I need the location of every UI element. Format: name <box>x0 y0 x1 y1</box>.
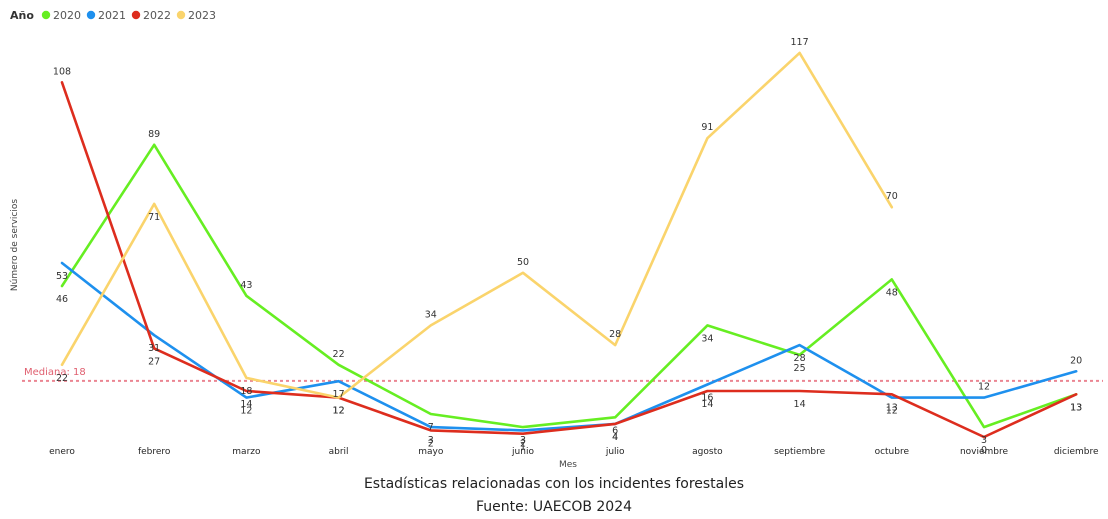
x-tick-noviembre: noviembre <box>960 447 1009 457</box>
data-label-2021-julio: 4 <box>612 432 618 443</box>
x-tick-enero: enero <box>49 447 75 457</box>
chart-caption-source: Fuente: UAECOB 2024 <box>475 499 633 515</box>
data-label-2022-mayo: 2 <box>428 438 434 449</box>
data-label-2021-octubre: 12 <box>886 406 898 417</box>
data-label-2023-julio: 28 <box>609 329 621 340</box>
data-label-2021-junio: 2 <box>520 438 526 449</box>
x-tick-agosto: agosto <box>692 447 723 457</box>
data-label-2021-abril: 17 <box>333 389 345 400</box>
series-line-2022 <box>60 81 1078 439</box>
data-label-2020-junio: 3 <box>520 435 526 446</box>
data-label-2020-noviembre: 3 <box>981 435 987 446</box>
data-label-2021-febrero: 31 <box>148 343 160 354</box>
data-label-2023-agosto: 91 <box>701 122 713 133</box>
data-label-2022-febrero: 27 <box>148 356 160 367</box>
data-label-2022-junio: 1 <box>520 442 526 453</box>
legend-swatch-2022 <box>131 10 141 20</box>
chart-caption-title: Estadísticas relacionadas con los incide… <box>363 476 745 492</box>
data-label-2022-agosto: 14 <box>701 399 713 410</box>
legend-swatch-2023 <box>176 10 186 20</box>
series-line-2021 <box>60 261 1078 432</box>
median-label: Mediana: 18 <box>24 367 86 378</box>
data-label-2022-julio: 4 <box>612 432 618 443</box>
data-label-2022-diciembre: 13 <box>1070 402 1082 413</box>
data-label-2020-abril: 22 <box>333 349 345 360</box>
data-label-2020-mayo: 7 <box>428 422 434 433</box>
legend-label-2023: 2023 <box>188 9 216 22</box>
legend-label-2022: 2022 <box>143 9 171 22</box>
data-label-2023-mayo: 34 <box>425 309 437 320</box>
x-tick-abril: abril <box>329 447 349 457</box>
data-label-2020-septiembre: 25 <box>794 363 806 374</box>
x-axis-label: Mes <box>559 460 577 470</box>
data-label-2020-diciembre: 13 <box>1070 402 1082 413</box>
data-label-2022-noviembre: 0 <box>981 445 987 456</box>
legend-label-2020: 2020 <box>53 9 81 22</box>
data-label-2021-diciembre: 20 <box>1070 355 1082 366</box>
series-line-2023 <box>60 51 894 399</box>
data-label-2023-enero: 22 <box>56 373 68 384</box>
data-label-2023-septiembre: 117 <box>791 37 809 48</box>
data-label-2020-febrero: 89 <box>148 129 160 140</box>
x-tick-marzo: marzo <box>232 447 261 457</box>
data-label-2021-marzo: 12 <box>240 406 252 417</box>
x-tick-mayo: mayo <box>418 447 444 457</box>
data-label-2021-mayo: 3 <box>428 435 434 446</box>
data-label-2021-septiembre: 28 <box>794 353 806 364</box>
data-label-2022-marzo: 14 <box>240 399 252 410</box>
legend-swatch-2020 <box>41 10 51 20</box>
x-tick-junio: junio <box>511 447 534 457</box>
y-axis-label: Número de servicios <box>10 199 20 291</box>
x-tick-septiembre: septiembre <box>774 447 825 457</box>
data-label-2020-enero: 46 <box>56 294 68 305</box>
data-label-2022-abril: 12 <box>333 406 345 417</box>
data-label-2022-enero: 108 <box>53 66 71 77</box>
data-label-2021-noviembre: 12 <box>978 382 990 393</box>
data-label-2022-septiembre: 14 <box>794 399 806 410</box>
x-tick-julio: julio <box>605 447 625 457</box>
data-label-2023-marzo: 18 <box>240 386 252 397</box>
data-label-2023-febrero: 71 <box>148 212 160 223</box>
data-label-2023-octubre: 70 <box>886 191 898 202</box>
data-label-2022-octubre: 13 <box>886 402 898 413</box>
data-label-2020-marzo: 43 <box>240 280 252 291</box>
data-label-2020-agosto: 34 <box>701 333 713 344</box>
x-tick-febrero: febrero <box>138 447 171 457</box>
series-line-2020 <box>60 143 1078 429</box>
legend-label-2021: 2021 <box>98 9 126 22</box>
data-label-2021-agosto: 16 <box>701 392 713 403</box>
data-label-2021-enero: 53 <box>56 271 68 282</box>
data-label-2020-julio: 6 <box>612 425 618 436</box>
x-tick-diciembre: diciembre <box>1054 447 1099 457</box>
legend-swatch-2021 <box>86 10 96 20</box>
data-label-2020-octubre: 48 <box>886 287 898 298</box>
legend-title: Año <box>10 9 34 22</box>
x-tick-octubre: octubre <box>875 447 910 457</box>
data-label-2023-junio: 50 <box>517 257 529 268</box>
data-label-2023-abril: 12 <box>333 406 345 417</box>
